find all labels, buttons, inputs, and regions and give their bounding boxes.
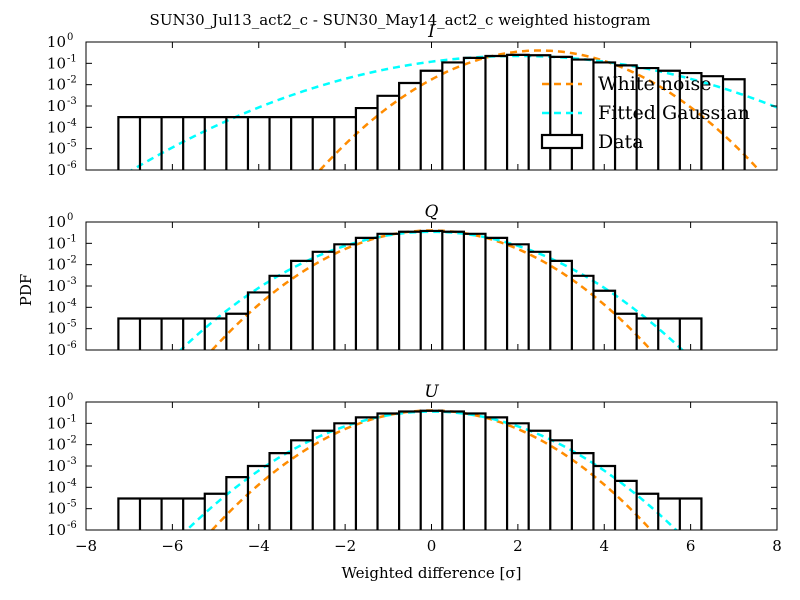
y-tick-exponent: -2 bbox=[67, 255, 77, 266]
y-tick-label: 10 bbox=[47, 97, 66, 115]
panel-title: Q bbox=[425, 202, 439, 222]
x-tick-label: −6 bbox=[161, 537, 183, 555]
y-tick-exponent: -1 bbox=[67, 53, 77, 64]
legend: White noise Fitted Gaussian Data bbox=[540, 73, 750, 153]
y-tick-label: 10 bbox=[47, 54, 66, 72]
y-tick-label: 10 bbox=[47, 478, 66, 496]
y-tick-label: 10 bbox=[47, 277, 66, 295]
legend-swatch-data bbox=[540, 133, 584, 150]
white-noise-curve bbox=[318, 49, 761, 170]
x-tick-label: 2 bbox=[513, 537, 523, 555]
y-tick-label: 10 bbox=[47, 161, 66, 179]
x-tick-label: 6 bbox=[686, 537, 696, 555]
y-tick-exponent: -5 bbox=[67, 139, 77, 150]
fitted-gaussian-curve bbox=[178, 230, 685, 350]
plot-frame bbox=[85, 221, 778, 351]
y-tick-label: 10 bbox=[47, 521, 66, 539]
y-tick-label: 10 bbox=[47, 414, 66, 432]
data-histogram bbox=[117, 409, 703, 530]
plot-area bbox=[117, 229, 703, 350]
y-tick-label: 10 bbox=[47, 341, 66, 359]
y-tick-label: 10 bbox=[47, 76, 66, 94]
y-tick-exponent: -6 bbox=[67, 340, 77, 351]
panel-title: I bbox=[427, 22, 435, 42]
y-tick-exponent: -3 bbox=[67, 276, 77, 287]
x-tick-label: −2 bbox=[334, 537, 356, 555]
y-tick-label: 10 bbox=[47, 393, 66, 411]
y-tick-exponent: -4 bbox=[67, 477, 77, 488]
x-tick-label: 8 bbox=[772, 537, 782, 555]
y-tick-label: 10 bbox=[47, 298, 66, 316]
y-tick-exponent: -5 bbox=[67, 319, 77, 330]
y-tick-label: 10 bbox=[47, 140, 66, 158]
y-tick-label: 10 bbox=[47, 256, 66, 274]
x-tick-label: −4 bbox=[248, 537, 270, 555]
y-tick-label: 10 bbox=[47, 118, 66, 136]
y-tick-label: 10 bbox=[47, 457, 66, 475]
y-tick-exponent: -3 bbox=[67, 456, 77, 467]
y-tick-exponent: -6 bbox=[67, 520, 77, 531]
y-tick-exponent: -2 bbox=[67, 75, 77, 86]
y-tick-label: 10 bbox=[47, 436, 66, 454]
y-tick-label: 10 bbox=[47, 500, 66, 518]
fitted-gaussian-curve bbox=[129, 54, 777, 170]
x-tick-label: 0 bbox=[427, 537, 437, 555]
y-tick-exponent: -1 bbox=[67, 413, 77, 424]
y-tick-exponent: -3 bbox=[67, 96, 77, 107]
y-tick-exponent: -4 bbox=[67, 117, 77, 128]
panel-title: U bbox=[424, 382, 439, 402]
y-tick-label: 10 bbox=[47, 213, 66, 231]
y-tick-label: 10 bbox=[47, 234, 66, 252]
x-tick-label: 4 bbox=[599, 537, 609, 555]
y-tick-label: 10 bbox=[47, 320, 66, 338]
fitted-gaussian-curve bbox=[185, 410, 678, 530]
legend-label: White noise bbox=[598, 73, 712, 95]
y-tick-exponent: 0 bbox=[67, 32, 73, 43]
data-histogram bbox=[117, 229, 703, 350]
plot-area bbox=[117, 49, 777, 170]
x-axis-label: Weighted difference [σ] bbox=[341, 564, 521, 582]
x-tick-label: −8 bbox=[75, 537, 97, 555]
plot-frame bbox=[85, 401, 778, 531]
legend-label: Data bbox=[598, 131, 644, 153]
y-tick-exponent: 0 bbox=[67, 392, 73, 403]
figure-title: SUN30_Jul13_act2_c - SUN30_May14_act2_c … bbox=[150, 11, 651, 29]
legend-label: Fitted Gaussian bbox=[598, 102, 750, 124]
y-tick-exponent: -5 bbox=[67, 499, 77, 510]
shared-y-label: PDF bbox=[17, 274, 35, 307]
y-tick-label: 10 bbox=[47, 33, 66, 51]
y-tick-exponent: -4 bbox=[67, 297, 77, 308]
y-tick-exponent: 0 bbox=[67, 212, 73, 223]
plot-area bbox=[117, 409, 703, 530]
y-tick-exponent: -6 bbox=[67, 160, 77, 171]
y-tick-exponent: -2 bbox=[67, 435, 77, 446]
y-tick-exponent: -1 bbox=[67, 233, 77, 244]
